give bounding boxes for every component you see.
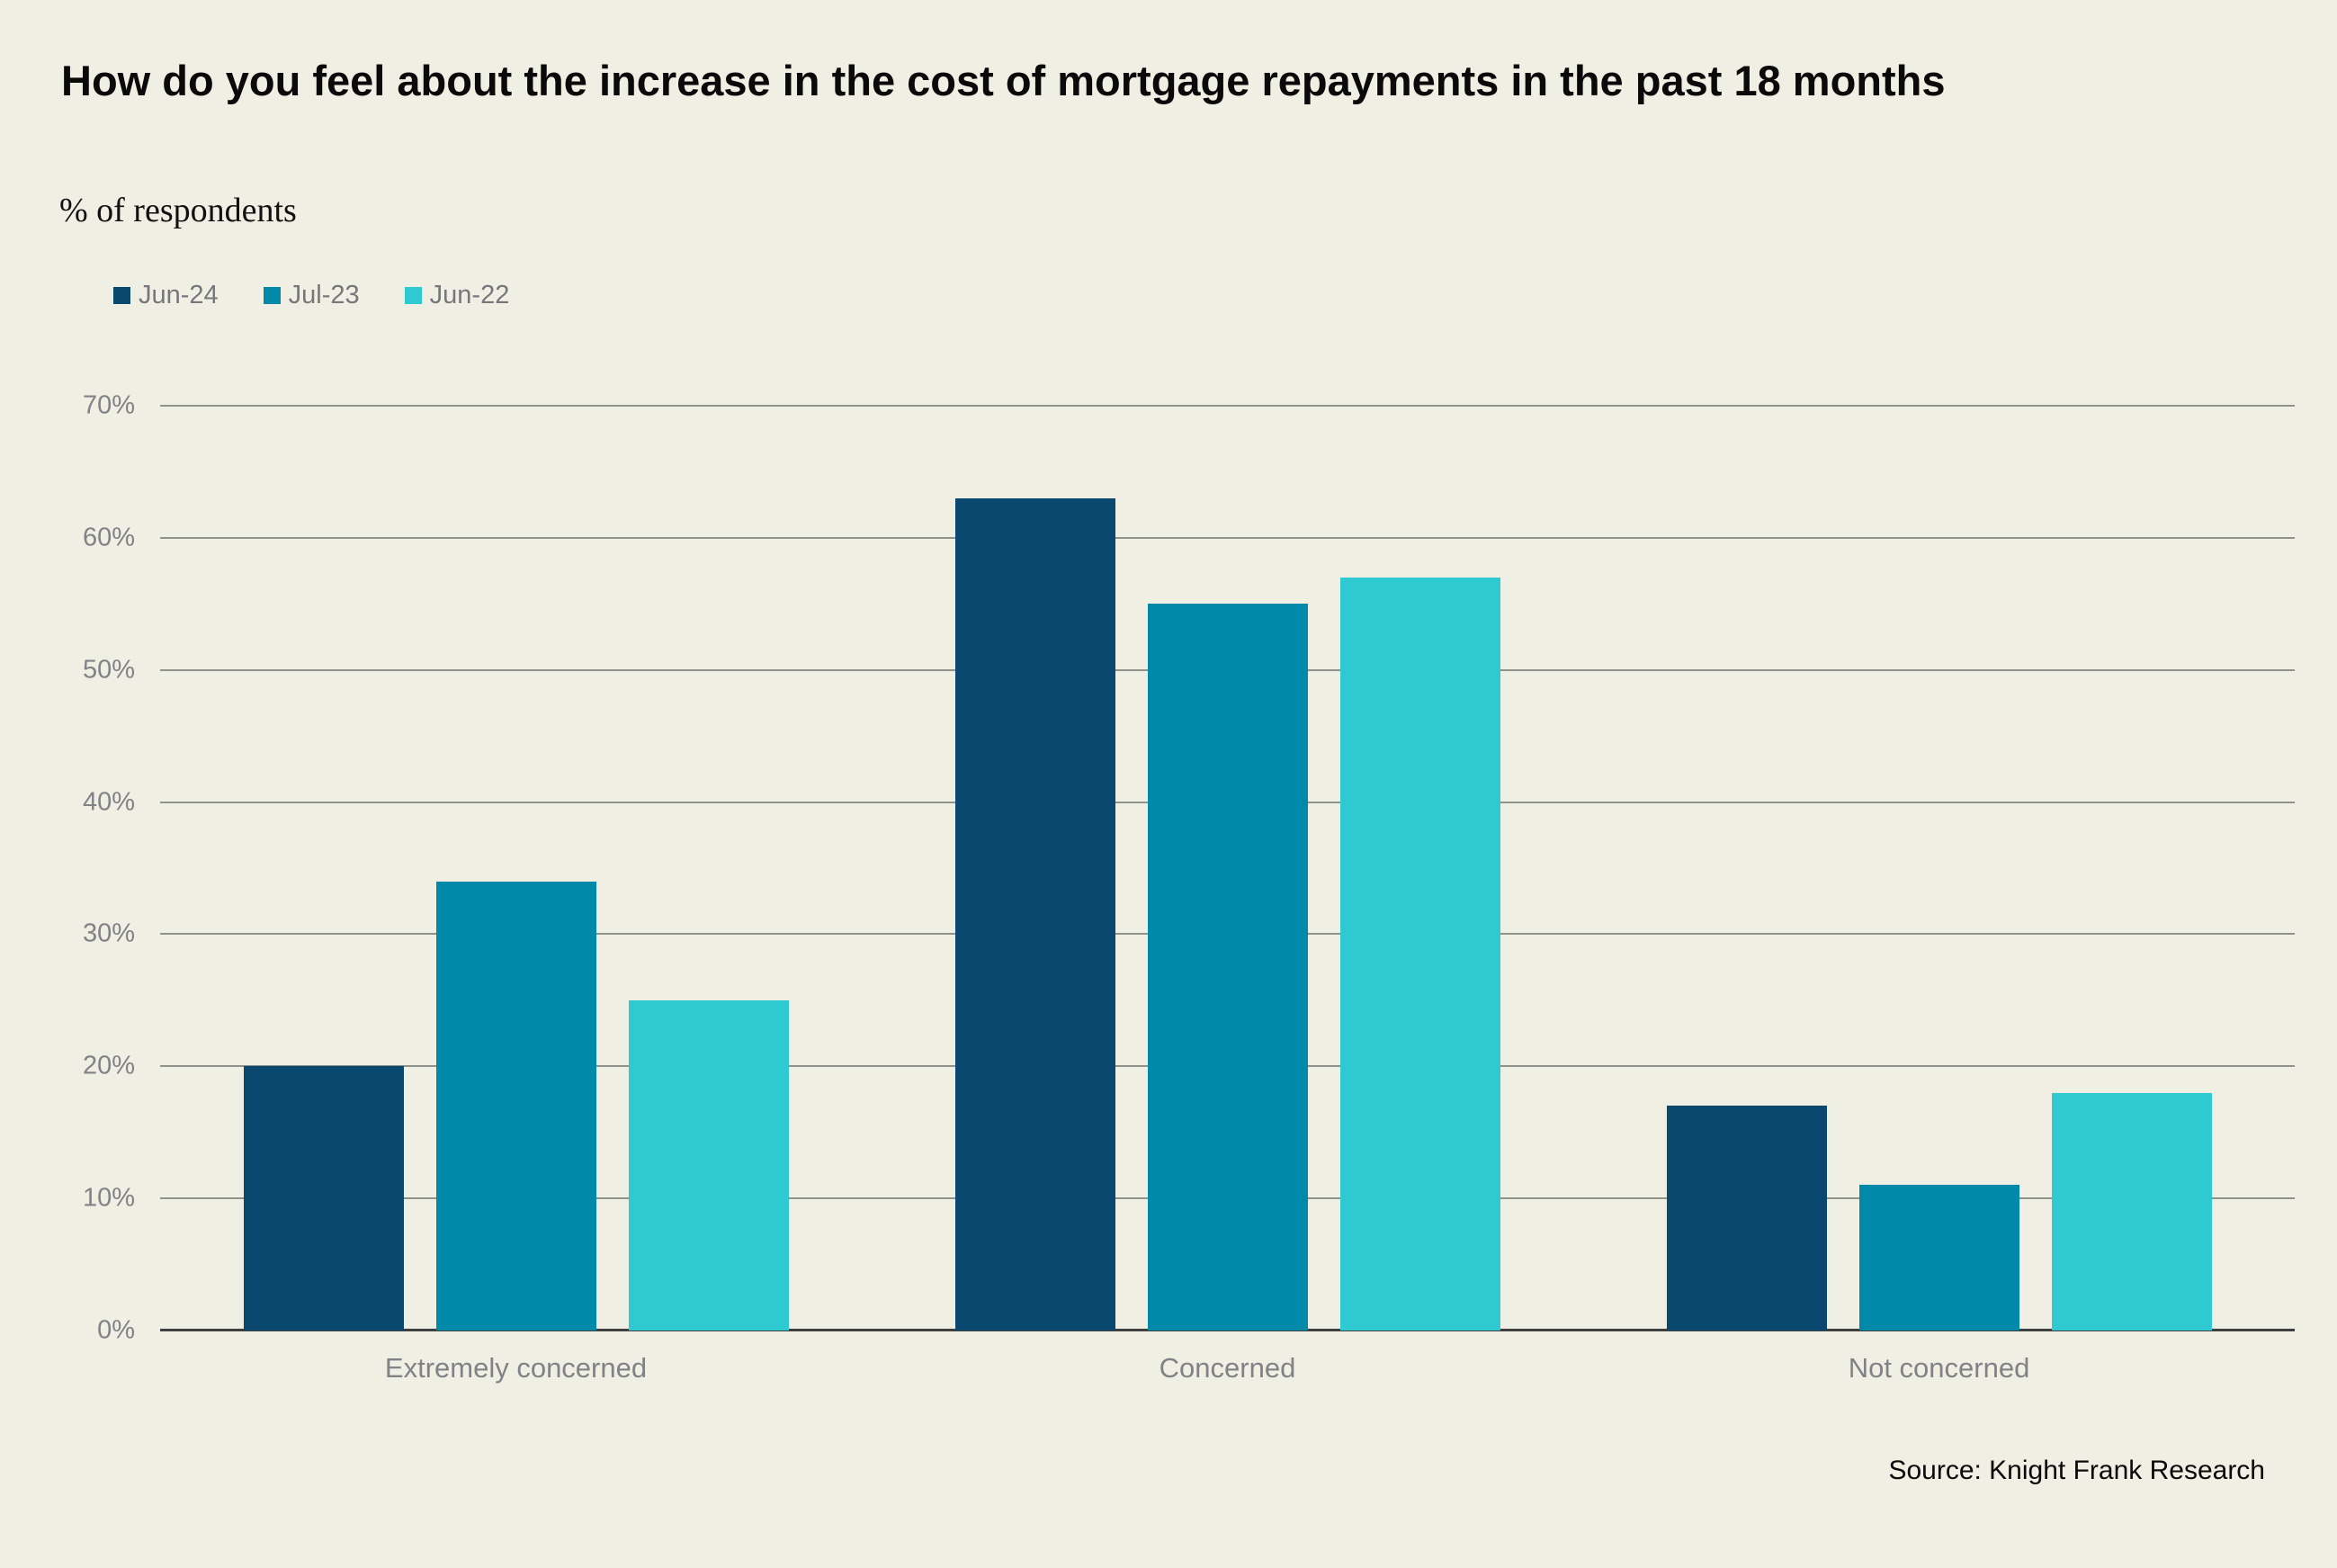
bar-Jul-23-2: [1858, 1185, 2019, 1331]
legend-item-jun-22: Jun-22: [404, 281, 510, 310]
legend-item-jun-24: Jun-24: [113, 281, 219, 310]
category-label-0: Extremely concerned: [384, 1352, 648, 1384]
bar-Jun-22-0: [628, 999, 789, 1331]
bar-Jun-24-2: [1666, 1106, 1827, 1331]
legend-label-jun-24: Jun-24: [139, 281, 219, 309]
bar-Jul-23-1: [1147, 604, 1308, 1331]
bar-group-1: [872, 406, 1583, 1331]
chart-subtitle: % of respondents: [59, 192, 297, 229]
category-label-1: Concerned: [1159, 1352, 1296, 1384]
y-tick-label-30: 30%: [82, 918, 135, 948]
legend-swatch-jun-22: [404, 287, 422, 304]
bar-group-2: [1583, 406, 2295, 1331]
y-tick-label-50: 50%: [82, 655, 135, 685]
legend-label-jun-22: Jun-22: [429, 281, 510, 309]
plot-area: 0% 10% 20% 30% 40% 50% 60% 70% Extremely concern…: [83, 391, 2295, 1384]
legend-item-jul-23: Jul-23: [263, 281, 360, 310]
bar-group-0: [160, 406, 872, 1331]
bar-Jun-24-0: [243, 1066, 404, 1331]
source-credit: Source: Knight Frank Research: [1888, 1456, 2265, 1485]
legend-swatch-jun-24: [113, 287, 130, 304]
chart-title: How do you feel about the increase in th…: [61, 57, 1946, 104]
y-tick-label-70: 70%: [82, 390, 135, 420]
chart-legend: Jun-24 Jul-23 Jun-22: [113, 281, 509, 310]
gridline-70: [160, 405, 2295, 407]
legend-label-jul-23: Jul-23: [288, 281, 360, 309]
y-tick-label-40: 40%: [82, 787, 135, 817]
y-tick-label-10: 10%: [82, 1183, 135, 1213]
y-tick-label-60: 60%: [82, 523, 135, 552]
bar-Jun-22-2: [2051, 1092, 2212, 1331]
gridline-60: [160, 536, 2295, 539]
bar-Jun-24-1: [954, 497, 1115, 1331]
y-tick-label-0: 0%: [97, 1315, 135, 1345]
bar-Jun-22-1: [1339, 577, 1500, 1331]
bar-Jul-23-0: [435, 881, 596, 1331]
category-label-2: Not concerned: [1848, 1352, 2030, 1384]
legend-swatch-jul-23: [263, 287, 281, 304]
y-tick-label-20: 20%: [82, 1051, 135, 1080]
